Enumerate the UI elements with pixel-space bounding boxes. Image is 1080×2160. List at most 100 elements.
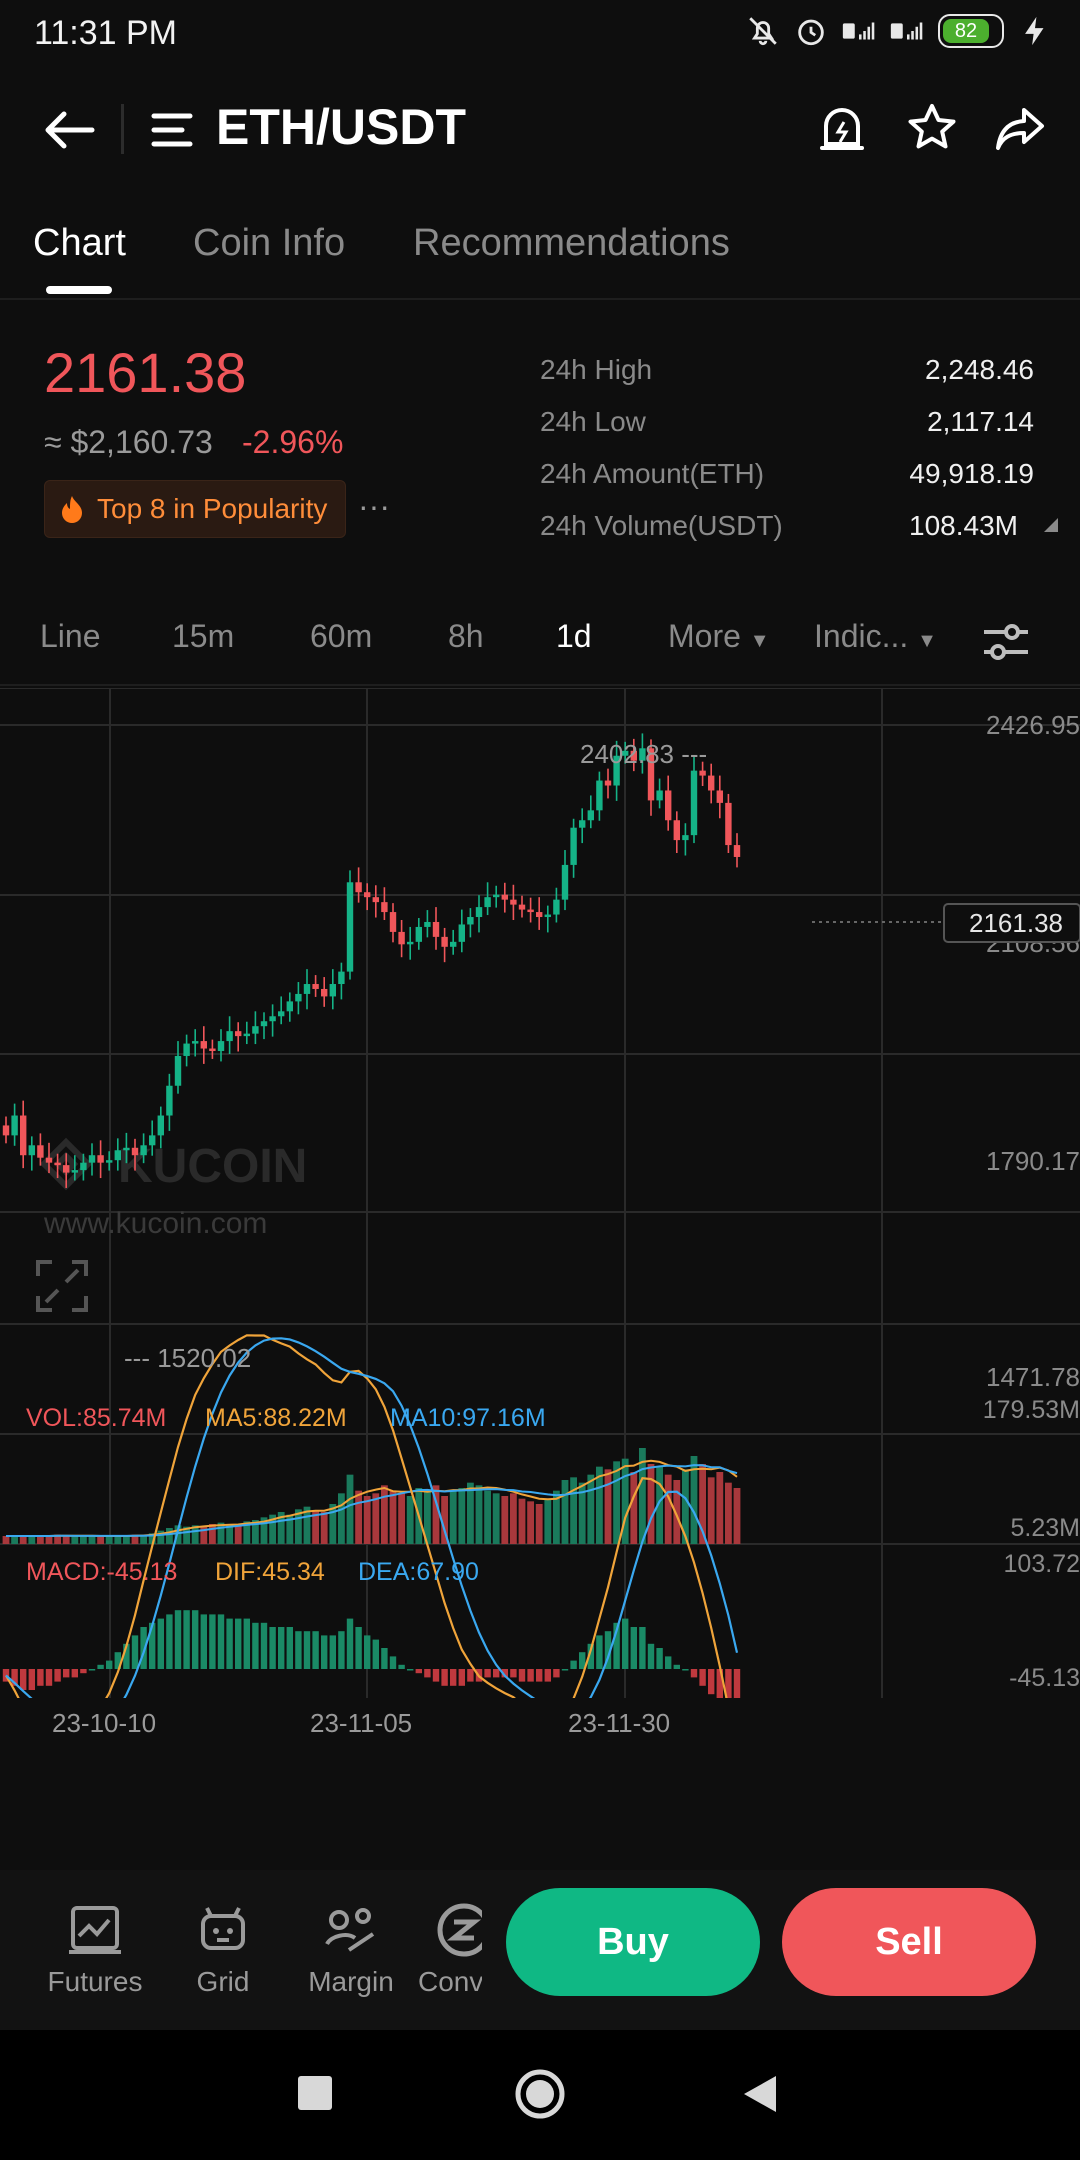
candle-body-25 — [217, 1041, 225, 1052]
futures-shortcut[interactable]: Futures — [40, 1900, 150, 1998]
macd-hist-bar-4 — [37, 1669, 44, 1686]
popularity-badge[interactable]: Top 8 in Popularity — [44, 480, 347, 538]
kline-chart[interactable]: KUCOIN www.kucoin.com 2426.95 2108.56 17… — [0, 688, 1080, 1698]
volume-bar-33 — [286, 1514, 294, 1544]
back-nav-icon[interactable] — [742, 2074, 778, 2114]
high-marker-label: 2402.83 --- — [580, 739, 707, 769]
candle-body-32 — [278, 1011, 285, 1017]
sell-button[interactable]: Sell — [782, 1888, 1036, 1996]
volume-bar-80 — [690, 1456, 698, 1544]
candle-body-68 — [587, 810, 594, 821]
volume-bar-55 — [475, 1485, 483, 1544]
chart-settings-sliders-icon[interactable] — [980, 618, 1032, 666]
macd-hist-bar-24 — [209, 1614, 216, 1669]
macd-hist-bar-83 — [716, 1669, 723, 1698]
convert-label: Conv — [418, 1966, 482, 1997]
macd-hist-bar-67 — [579, 1652, 586, 1669]
tf-60m[interactable]: 60m — [310, 618, 373, 654]
volte-4g-signal-icon — [890, 22, 923, 40]
grid-label: Grid — [196, 1966, 250, 1997]
candle-body-17 — [149, 1135, 156, 1146]
tab-bar: Chart Coin Info Recommendations — [0, 210, 1080, 300]
macd-hist-bar-26 — [226, 1618, 233, 1669]
macd-hist-bar-65 — [561, 1669, 569, 1671]
menu-icon[interactable] — [150, 110, 194, 150]
volume-bar-23 — [200, 1526, 208, 1544]
tab-coin-info[interactable]: Coin Info — [193, 222, 346, 264]
candle-body-40 — [346, 882, 354, 972]
macd-hist-bar-36 — [312, 1631, 319, 1669]
date-label-1: 23-10-10 — [52, 1708, 157, 1738]
tf-more[interactable]: More ▼ — [668, 618, 770, 655]
macd-hist-bar-39 — [338, 1631, 345, 1669]
recent-apps-icon[interactable] — [298, 2076, 332, 2110]
macd-hist-bar-23 — [200, 1614, 207, 1669]
price-axis-label-4: 1471.78 — [986, 1362, 1080, 1392]
bottom-action-bar: Futures Grid Margin Conv Buy Sell — [0, 1870, 1080, 2030]
buy-button[interactable]: Buy — [506, 1888, 760, 1996]
share-icon[interactable] — [992, 100, 1048, 156]
macd-hist-bar-33 — [286, 1627, 293, 1669]
volume-bar-85 — [733, 1488, 741, 1544]
volume-bar-65 — [561, 1480, 569, 1544]
volume-bar-62 — [535, 1504, 543, 1544]
candle-body-13 — [114, 1150, 121, 1161]
macd-hist-bar-30 — [260, 1622, 268, 1669]
macd-hist-bar-66 — [570, 1660, 577, 1669]
more-dots-icon[interactable]: ··· — [358, 488, 390, 524]
tf-indicators-label: Indic... — [814, 618, 909, 654]
candle-body-20 — [174, 1055, 182, 1086]
candle-body-16 — [140, 1145, 147, 1156]
volume-bar-74 — [639, 1448, 646, 1544]
macd-hist-bar-74 — [639, 1627, 646, 1669]
candle-body-47 — [407, 941, 414, 945]
candle-body-63 — [544, 914, 551, 918]
candle-body-15 — [131, 1147, 139, 1156]
macd-hist-bar-52 — [450, 1669, 457, 1686]
pair-title[interactable]: ETH/USDT — [216, 99, 466, 155]
macd-hist-bar-79 — [682, 1669, 689, 1671]
tf-line[interactable]: Line — [40, 618, 101, 654]
status-icons: 82 — [746, 14, 1052, 48]
home-icon[interactable] — [514, 2068, 566, 2120]
tab-recommendations[interactable]: Recommendations — [413, 222, 730, 264]
vol-label: VOL:85.74M — [26, 1404, 166, 1432]
macd-hist-bar-10 — [88, 1669, 96, 1671]
stat-24h-amount-value: 49,918.19 — [909, 458, 1034, 489]
candle-body-30 — [260, 1021, 268, 1027]
volume-bar-3 — [28, 1536, 36, 1544]
tf-indicators[interactable]: Indic... ▼ — [814, 618, 937, 655]
favorite-star-icon[interactable] — [904, 100, 960, 156]
macd-hist-bar-62 — [536, 1669, 543, 1682]
tab-chart[interactable]: Chart — [33, 222, 126, 264]
volume-bar-69 — [596, 1466, 603, 1544]
tf-15m[interactable]: 15m — [172, 618, 235, 654]
candle-body-73 — [630, 750, 637, 761]
volte-signal-icon — [842, 22, 875, 40]
popularity-badge-label: Top 8 in Popularity — [97, 493, 328, 524]
back-arrow-icon[interactable] — [40, 106, 96, 154]
volume-bar-79 — [682, 1469, 689, 1544]
tf-1d[interactable]: 1d — [556, 618, 592, 654]
macd-hist-bar-25 — [217, 1614, 225, 1669]
volume-bar-73 — [630, 1472, 638, 1544]
macd-hist-bar-38 — [329, 1635, 336, 1669]
candle-body-48 — [415, 926, 422, 942]
candle-body-54 — [467, 917, 474, 925]
grid-shortcut[interactable]: Grid — [168, 1900, 278, 1998]
margin-shortcut[interactable]: Margin — [296, 1900, 406, 1998]
convert-shortcut[interactable]: Conv — [412, 1900, 482, 1998]
candlestick-series — [2, 733, 741, 1188]
tf-8h[interactable]: 8h — [448, 618, 484, 654]
caret-down-icon: ▼ — [749, 630, 770, 652]
candle-body-37 — [321, 988, 328, 997]
macd-hist-bar-85 — [733, 1669, 741, 1698]
volume-bar-40 — [346, 1474, 354, 1544]
mute-bell-icon — [749, 17, 777, 46]
volume-bar-35 — [303, 1506, 311, 1544]
price-change-percent: -2.96% — [242, 424, 344, 460]
candle-body-51 — [441, 936, 448, 947]
price-alert-icon[interactable] — [814, 100, 870, 156]
candle-body-7 — [63, 1165, 70, 1173]
watermark-url: www.kucoin.com — [43, 1207, 267, 1240]
